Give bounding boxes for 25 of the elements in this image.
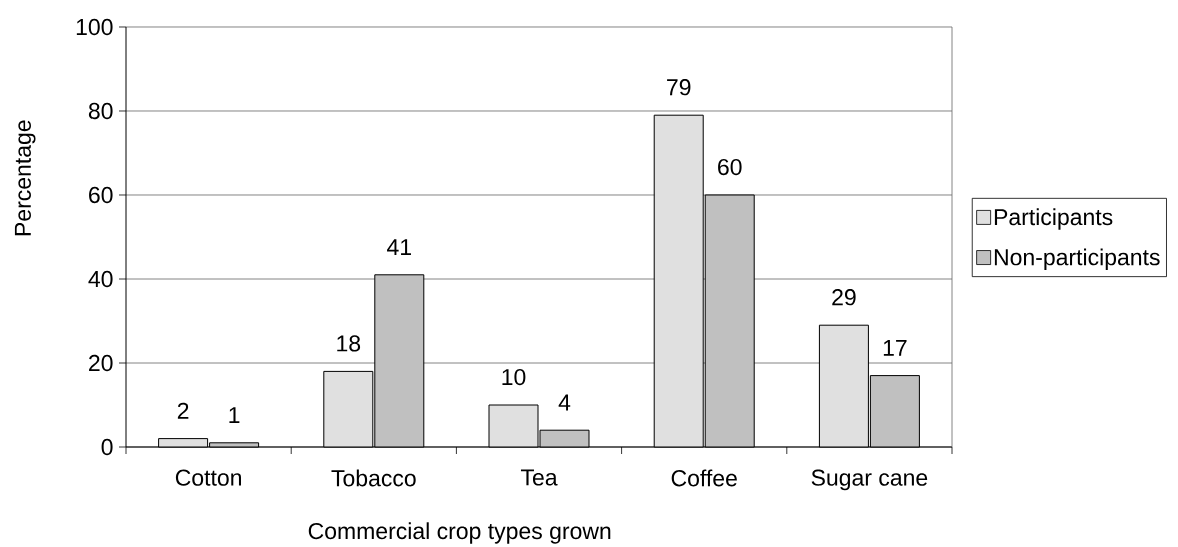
y-axis-title: Percentage — [14, 120, 36, 236]
data-label: 18 — [337, 335, 361, 352]
data-label: 29 — [832, 289, 856, 306]
y-tick-label: 100 — [76, 18, 113, 36]
y-tick-label: 60 — [89, 186, 113, 204]
data-label: 10 — [502, 368, 526, 386]
x-tick-label: Coffee — [671, 469, 737, 487]
x-tick-label: Tea — [520, 469, 558, 486]
data-label: 60 — [718, 158, 742, 176]
x-axis-title: Commercial crop types grown — [308, 522, 611, 544]
y-tick-label: 40 — [88, 270, 113, 288]
y-tick-label: 80 — [88, 102, 113, 120]
data-label: 4 — [558, 394, 571, 411]
data-label: 2 — [177, 402, 189, 419]
x-tick-label: Cotton — [175, 469, 241, 486]
x-tick-label: Tobacco — [331, 469, 416, 487]
data-label: 79 — [667, 79, 691, 96]
y-tick-label: 0 — [101, 438, 113, 456]
data-label: 41 — [387, 239, 411, 255]
legend-label: Non-participants — [994, 248, 1160, 270]
data-label: 17 — [883, 339, 907, 356]
legend-label: Participants — [994, 208, 1113, 230]
data-label: 1 — [229, 407, 240, 423]
y-tick-label: 20 — [89, 354, 113, 372]
x-tick-label: Sugar cane — [811, 469, 928, 491]
